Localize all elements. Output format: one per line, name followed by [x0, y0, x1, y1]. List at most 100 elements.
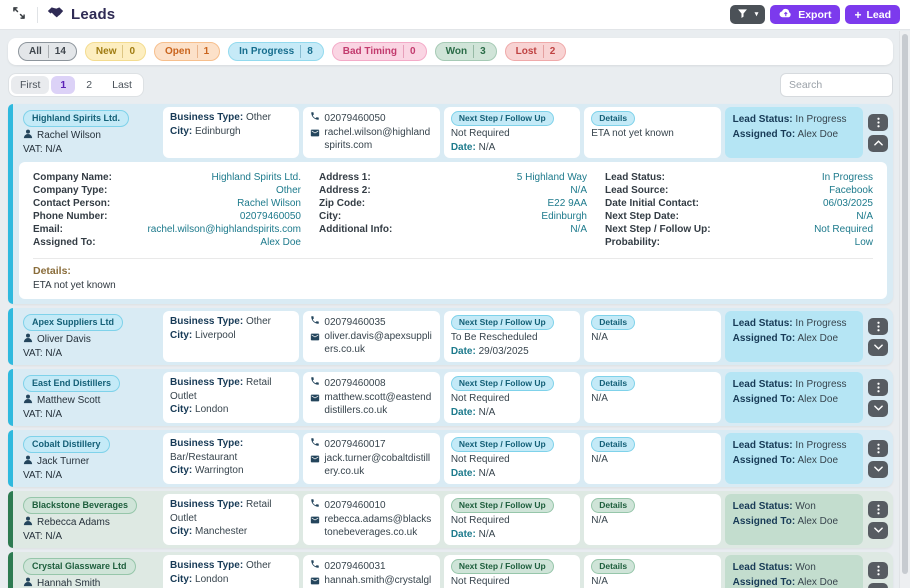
assigned-to-value: Alex Doe: [797, 129, 839, 140]
filter-pill-open[interactable]: Open 1: [154, 42, 221, 61]
expand-toggle-button[interactable]: [868, 338, 889, 356]
kebab-menu-button[interactable]: [868, 378, 889, 396]
business-info-card: Business Type: Retail Outlet City: Manch…: [163, 494, 300, 545]
collapse-sidebar-button[interactable]: [10, 4, 28, 25]
next-step-badge: Next Step / Follow Up: [450, 315, 554, 330]
pagination-page-button-1[interactable]: 1: [51, 76, 76, 94]
detail-value: 5 Highland Way: [516, 172, 587, 183]
date-label: Date:: [450, 141, 476, 153]
contact-line: Oliver Davis: [23, 333, 155, 346]
phone-icon: [310, 376, 320, 391]
business-type-line: Business Type: Other: [170, 111, 292, 125]
vat-label: VAT:: [23, 144, 43, 155]
filter-pill-all[interactable]: All 14: [18, 42, 77, 61]
add-lead-button[interactable]: + Lead: [845, 5, 900, 24]
detail-label: Probability:: [605, 237, 661, 248]
pagination-first-button[interactable]: First: [11, 76, 50, 94]
filter-pill-count: 1: [203, 46, 210, 57]
vertical-scrollbar[interactable]: [899, 31, 910, 588]
details-value: N/A: [591, 515, 608, 526]
city-line: City: London: [170, 573, 292, 587]
expand-toggle-button[interactable]: [868, 399, 889, 417]
next-step-date-line: Date: N/A: [451, 141, 573, 155]
details-card: Details N/A: [584, 372, 721, 423]
city-value: Liverpool: [195, 329, 236, 341]
lead-status-line: Lead Status: In Progress: [733, 112, 855, 127]
status-filter-bar: All 14 New 0 Open 1 In Progress 8 Bad Ti…: [8, 38, 893, 65]
expand-toggle-button[interactable]: [868, 460, 889, 478]
email-value: rachel.wilson@highlandspirits.com: [324, 126, 431, 152]
detail-value: E22 9AA: [547, 198, 587, 209]
date-label: Date:: [450, 467, 476, 479]
business-type-value: Retail Outlet: [170, 499, 272, 524]
lead-status-value: In Progress: [795, 379, 847, 390]
expand-toggle-button[interactable]: [868, 582, 889, 588]
filter-pill-inprogress[interactable]: In Progress 8: [228, 42, 324, 61]
leads-list: Highland Spirits Ltd. Rachel Wilson VAT:…: [8, 104, 893, 588]
assigned-to-line: Assigned To: Alex Doe: [733, 514, 855, 529]
pagination-page-button-2[interactable]: 2: [77, 76, 101, 94]
lead-actions: [867, 372, 889, 423]
expand-toggle-button[interactable]: [868, 521, 889, 539]
filter-pill-won[interactable]: Won 3: [434, 42, 497, 61]
assigned-to-line: Assigned To: Alex Doe: [733, 453, 855, 468]
filter-dropdown-button[interactable]: ▾: [729, 5, 766, 24]
detail-value: 06/03/2025: [822, 198, 873, 209]
lead-company-column: Cobalt Distillery Jack Turner VAT: N/A: [19, 433, 159, 484]
pagination-last-button[interactable]: Last: [103, 76, 141, 94]
city-label: City:: [170, 465, 193, 476]
phone-value: 02079460017: [324, 438, 386, 450]
kebab-menu-button[interactable]: [868, 561, 889, 579]
assigned-to-value: Alex Doe: [797, 516, 839, 527]
filter-pill-new[interactable]: New 0: [84, 42, 147, 61]
phone-value: 02079460035: [324, 316, 386, 328]
lead-card: Apex Suppliers Ltd Oliver Davis VAT: N/A…: [8, 308, 893, 365]
kebab-menu-button[interactable]: [868, 439, 889, 457]
business-type-label: Business Type:: [170, 438, 244, 449]
assigned-to-value: Alex Doe: [797, 333, 839, 344]
phone-icon: [310, 559, 320, 574]
contact-name: Oliver Davis: [37, 334, 91, 345]
filter-pill-label: All: [29, 46, 42, 57]
contact-info-card: 02079460050 rachel.wilson@highlandspirit…: [303, 107, 440, 158]
kebab-menu-button[interactable]: [868, 113, 889, 131]
mail-icon: [310, 391, 320, 408]
filter-pill-label: Open: [165, 46, 191, 57]
expand-toggle-button[interactable]: [868, 134, 889, 152]
details-card: Details N/A: [584, 433, 721, 484]
phone-line: 02079460008: [310, 376, 432, 391]
date-value: N/A: [478, 528, 496, 540]
kebab-menu-button[interactable]: [868, 500, 889, 518]
city-value: London: [195, 573, 229, 585]
search-input[interactable]: [780, 73, 893, 97]
lead-status-label: Lead Status:: [732, 562, 793, 573]
filter-pill-divider: [122, 45, 124, 58]
export-button[interactable]: Export: [770, 5, 841, 24]
detail-label: Address 2:: [319, 185, 371, 196]
detail-value: 02079460050: [239, 211, 301, 222]
city-value: Edinburgh: [195, 125, 241, 137]
detail-value: N/A: [570, 185, 587, 196]
lead-status-box: Lead Status: In Progress Assigned To: Al…: [724, 372, 864, 423]
contact-info-card: 02079460010 rebecca.adams@blackstonebeve…: [303, 494, 440, 545]
assigned-to-line: Assigned To: Alex Doe: [733, 575, 855, 588]
filter-pill-count: 14: [54, 46, 66, 57]
assigned-to-value: Alex Doe: [797, 455, 839, 466]
filter-pill-badtiming[interactable]: Bad Timing 0: [331, 42, 427, 61]
person-icon: [23, 394, 33, 407]
lead-expanded-panel: Company Name: Highland Spirits Ltd. Compan…: [19, 162, 887, 299]
contact-info-card: 02079460008 matthew.scott@eastenddistill…: [303, 372, 440, 423]
lead-company-column: Apex Suppliers Ltd Oliver Davis VAT: N/A: [19, 311, 159, 362]
lead-status-value: Won: [795, 501, 816, 512]
detail-row: Company Name: Highland Spirits Ltd.: [33, 171, 301, 184]
phone-icon: [310, 437, 320, 452]
business-type-label: Business Type:: [170, 112, 244, 123]
details-value: N/A: [591, 332, 608, 343]
city-line: City: London: [170, 403, 292, 417]
filter-pill-lost[interactable]: Lost 2: [504, 42, 567, 61]
vat-value: N/A: [45, 144, 63, 155]
phone-value: 02079460008: [324, 377, 386, 389]
scrollbar-thumb[interactable]: [902, 34, 908, 574]
kebab-menu-button[interactable]: [868, 317, 889, 335]
